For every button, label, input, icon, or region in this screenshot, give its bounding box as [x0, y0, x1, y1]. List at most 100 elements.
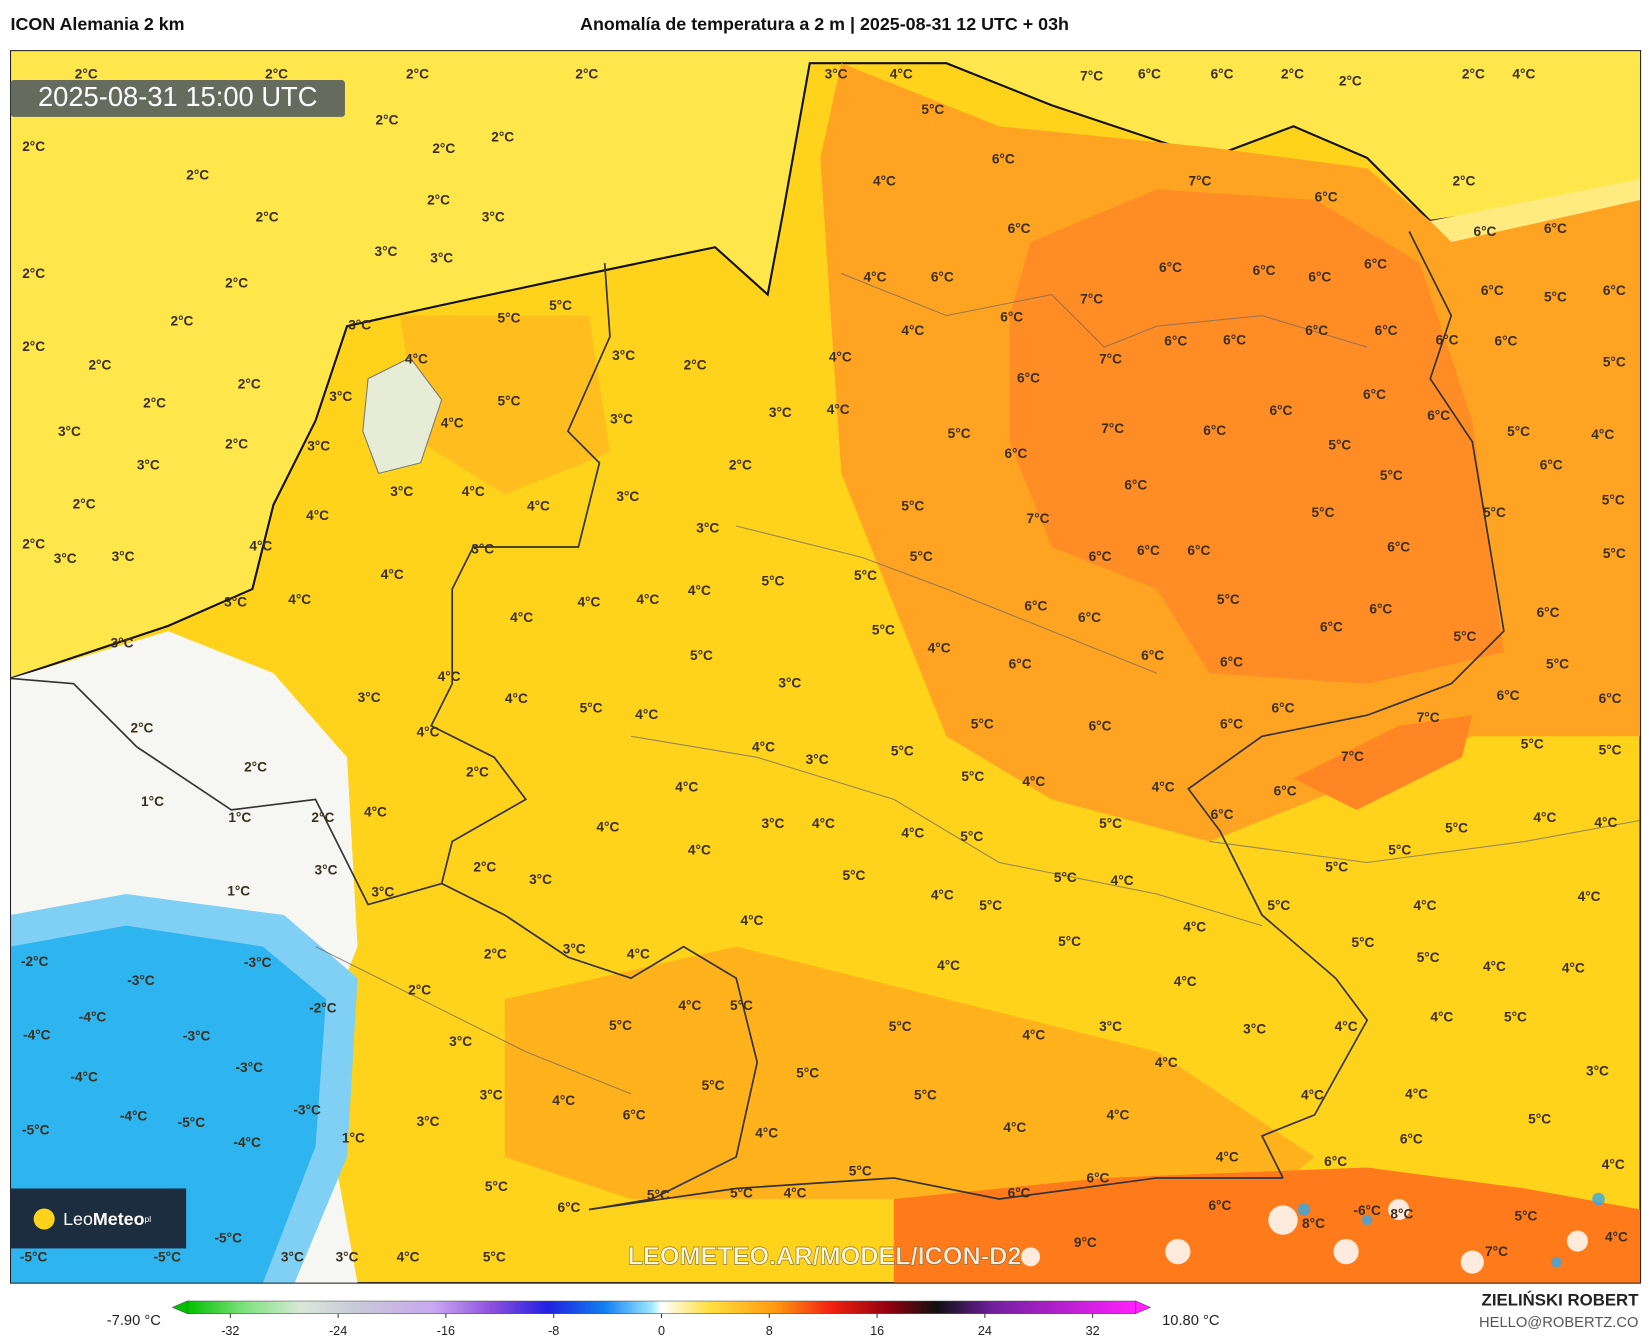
- temp-label: 4°C: [1602, 1157, 1625, 1172]
- temp-label: 6°C: [1481, 283, 1504, 298]
- temp-label: 6°C: [1138, 66, 1161, 81]
- logo-first: Leo: [63, 1209, 93, 1229]
- temp-label: 2°C: [1339, 74, 1362, 89]
- temp-label: 2°C: [143, 396, 166, 411]
- temp-label: 5°C: [1267, 898, 1290, 913]
- temp-label: 3°C: [1243, 1021, 1266, 1036]
- colorbar-gradient: [186, 1300, 1137, 1314]
- temp-label: 4°C: [417, 725, 440, 740]
- temp-label: 6°C: [1495, 334, 1518, 349]
- temp-label: 5°C: [1351, 935, 1374, 950]
- temp-label: 4°C: [928, 641, 951, 656]
- temp-label: 6°C: [1497, 688, 1520, 703]
- temp-label: 2°C: [22, 139, 45, 154]
- temp-label: 3°C: [58, 424, 81, 439]
- temp-label: 6°C: [1400, 1132, 1423, 1147]
- temp-label: 6°C: [931, 269, 954, 284]
- temp-label: -6°C: [1353, 1203, 1381, 1218]
- temp-label: 5°C: [1058, 934, 1081, 949]
- temp-label: 2°C: [170, 314, 193, 329]
- temp-label: 4°C: [1605, 1230, 1628, 1245]
- temp-label: 2°C: [684, 358, 707, 373]
- temp-label: 3°C: [390, 484, 413, 499]
- temp-label: 7°C: [1080, 291, 1103, 306]
- temp-label: 4°C: [1405, 1087, 1428, 1102]
- temp-label: 2°C: [575, 66, 598, 81]
- temp-label: 4°C: [636, 592, 659, 607]
- temp-label: 3°C: [529, 872, 552, 887]
- temp-label: 5°C: [1521, 736, 1544, 751]
- temp-label: 2°C: [406, 66, 429, 81]
- temp-label: 5°C: [1504, 1010, 1527, 1025]
- temp-label: -2°C: [309, 1000, 337, 1015]
- temp-label: 6°C: [1208, 1198, 1231, 1213]
- temp-label: 7°C: [1101, 421, 1124, 436]
- temp-label: -5°C: [178, 1115, 206, 1130]
- temp-label: 4°C: [901, 826, 924, 841]
- temp-label: 4°C: [1022, 774, 1045, 789]
- temp-label: 2°C: [1462, 66, 1485, 81]
- temp-label: 9°C: [1074, 1235, 1097, 1250]
- temp-label: 3°C: [329, 389, 352, 404]
- temp-label: 4°C: [829, 349, 852, 364]
- temp-label: 3°C: [111, 635, 134, 650]
- temp-label: 2°C: [484, 947, 507, 962]
- temp-label: 4°C: [438, 669, 461, 684]
- temp-label: 6°C: [1274, 784, 1297, 799]
- temp-label: 4°C: [405, 351, 428, 366]
- temp-label: 4°C: [873, 174, 896, 189]
- temp-label: 6°C: [1089, 549, 1112, 564]
- temp-label: 5°C: [730, 998, 753, 1013]
- temp-label: 3°C: [54, 551, 77, 566]
- temp-label: 4°C: [552, 1093, 575, 1108]
- watermark: LEOMETEO.AR/MODEL/ICON-D2: [628, 1243, 1022, 1271]
- temp-label: 3°C: [449, 1034, 472, 1049]
- temp-label: 1°C: [228, 810, 251, 825]
- temp-label: 5°C: [690, 648, 713, 663]
- colorbar-arrow-low: [171, 1300, 188, 1315]
- temp-label: 5°C: [1544, 289, 1567, 304]
- temp-label: 1°C: [227, 884, 250, 899]
- temp-label: 6°C: [1387, 540, 1410, 555]
- temp-label: -3°C: [293, 1102, 321, 1117]
- temp-label: 6°C: [1124, 478, 1147, 493]
- temp-label: 5°C: [647, 1187, 670, 1202]
- temp-label: 4°C: [364, 805, 387, 820]
- temp-label: 5°C: [921, 102, 944, 117]
- temp-label: 2°C: [22, 339, 45, 354]
- timestamp-box: [10, 80, 345, 117]
- temp-label: 5°C: [1054, 870, 1077, 885]
- warm-west: [399, 315, 610, 495]
- temp-label: 5°C: [1417, 950, 1440, 965]
- snow: [1021, 1199, 1589, 1274]
- temp-label: 4°C: [1483, 959, 1506, 974]
- logo: LeoMeteopl: [63, 1209, 151, 1229]
- temp-label: 2°C: [244, 759, 267, 774]
- temp-label: 5°C: [1453, 629, 1476, 644]
- temp-label: 4°C: [1533, 810, 1556, 825]
- temp-label: -3°C: [127, 973, 155, 988]
- temp-label: 4°C: [740, 913, 763, 928]
- temp-label: 4°C: [812, 816, 835, 831]
- temp-label: 2°C: [88, 358, 111, 373]
- temp-label: 5°C: [1099, 816, 1122, 831]
- temp-label: 4°C: [827, 402, 850, 417]
- temp-label: 2°C: [427, 193, 450, 208]
- temp-label: 6°C: [1159, 260, 1182, 275]
- temp-label: 6°C: [1369, 602, 1392, 617]
- map-frame: [9, 50, 1642, 1284]
- temp-label: 5°C: [971, 716, 994, 731]
- temp-label: 4°C: [1155, 1055, 1178, 1070]
- temp-label: 4°C: [752, 739, 775, 754]
- temp-label: 4°C: [627, 947, 650, 962]
- temp-label: -3°C: [244, 955, 272, 970]
- temp-label: 4°C: [1174, 974, 1197, 989]
- temp-label: 6°C: [1272, 701, 1295, 716]
- temp-label: 5°C: [1325, 859, 1348, 874]
- temp-label: 6°C: [1137, 543, 1160, 558]
- temp-label: 5°C: [1380, 468, 1403, 483]
- temp-label: 2°C: [73, 497, 96, 512]
- temp-label: 6°C: [1164, 334, 1187, 349]
- temp-label: 5°C: [961, 769, 984, 784]
